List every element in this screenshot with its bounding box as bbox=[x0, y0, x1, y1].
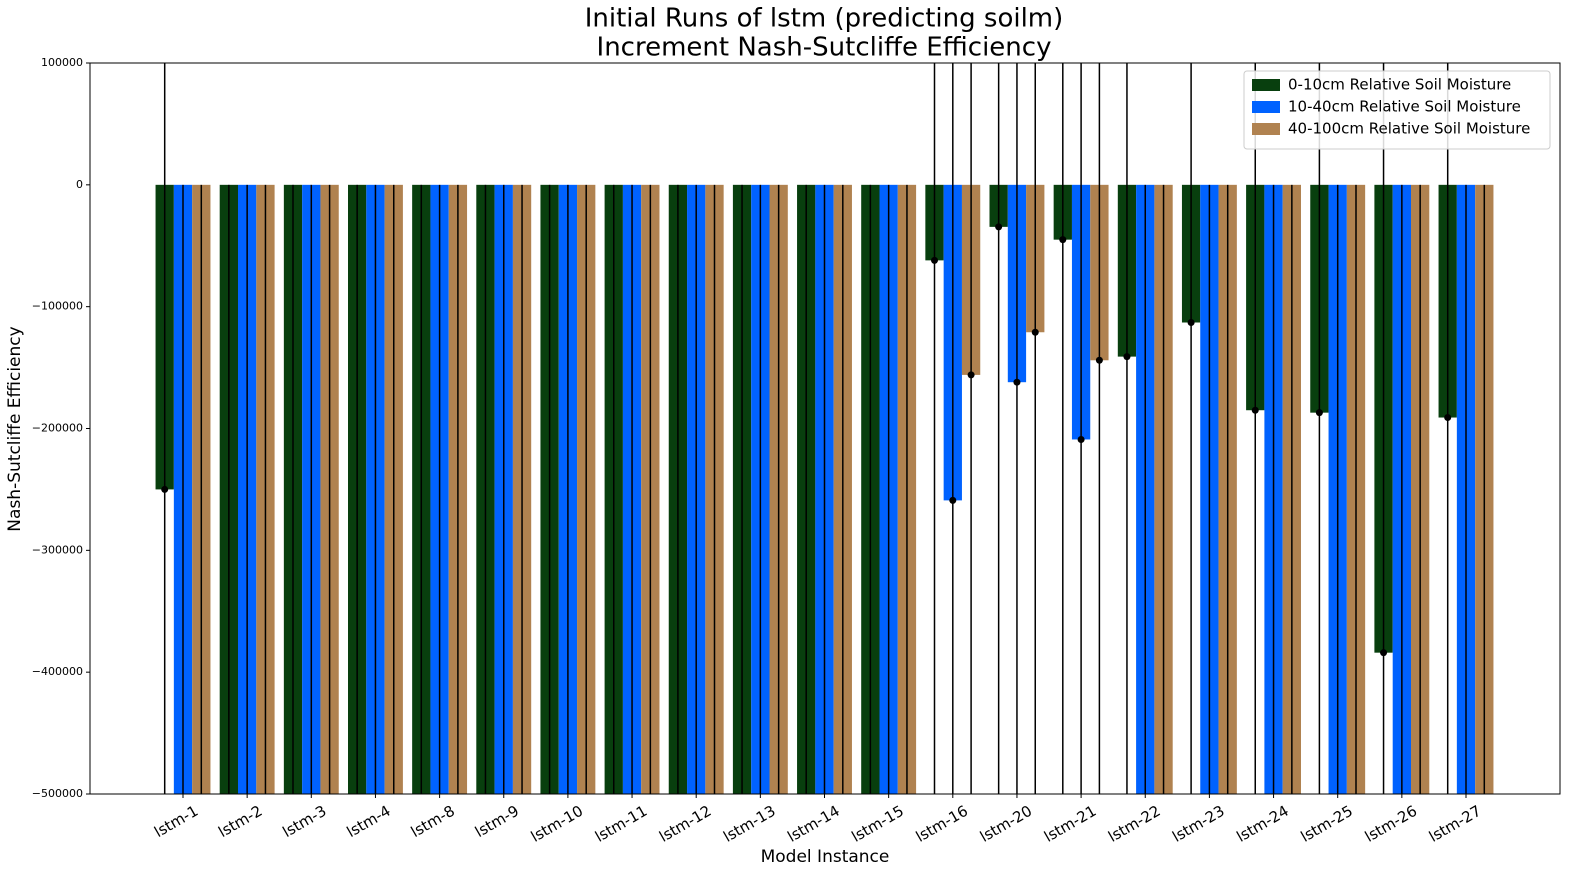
x-tick-label: lstm-14 bbox=[784, 802, 842, 846]
x-tick-label: lstm-4 bbox=[344, 802, 394, 841]
error-bar-point bbox=[949, 496, 957, 504]
error-bar-point bbox=[1095, 356, 1103, 364]
plot-area bbox=[155, 63, 1494, 794]
legend-swatch bbox=[1252, 123, 1280, 135]
y-axis-label: Nash-Sutcliffe Efficiency bbox=[5, 326, 25, 531]
x-tick-label: lstm-8 bbox=[408, 802, 458, 841]
chart-title: Initial Runs of lstm (predicting soilm) bbox=[585, 4, 1064, 34]
x-tick-label: lstm-12 bbox=[656, 802, 714, 846]
legend-swatch bbox=[1252, 79, 1280, 91]
x-tick-label: lstm-1 bbox=[151, 802, 201, 841]
x-tick-label: lstm-22 bbox=[1105, 802, 1163, 846]
chart-subtitle: Increment Nash-Sutcliffe Efficiency bbox=[597, 33, 1052, 63]
x-tick-label: lstm-25 bbox=[1298, 802, 1356, 846]
error-bar-point bbox=[1013, 378, 1021, 386]
x-axis-label: Model Instance bbox=[761, 847, 890, 867]
error-bar-point bbox=[161, 485, 169, 493]
error-bar-point bbox=[1315, 409, 1323, 417]
error-bar-point bbox=[995, 223, 1003, 231]
y-tick-label: 0 bbox=[76, 178, 83, 191]
legend-label: 40-100cm Relative Soil Moisture bbox=[1288, 120, 1530, 138]
error-bar-point bbox=[1187, 319, 1195, 327]
x-tick-label: lstm-2 bbox=[215, 802, 265, 841]
y-tick-label: −300000 bbox=[32, 543, 83, 556]
x-tick-label: lstm-16 bbox=[913, 802, 971, 846]
error-bar-point bbox=[1031, 328, 1039, 336]
error-bar-point bbox=[1251, 406, 1259, 414]
legend-label: 10-40cm Relative Soil Moisture bbox=[1288, 98, 1521, 116]
y-tick-label: −400000 bbox=[32, 665, 83, 678]
x-tick-label: lstm-11 bbox=[592, 802, 650, 846]
y-tick-label: −100000 bbox=[32, 300, 83, 313]
x-tick-label: lstm-26 bbox=[1362, 802, 1420, 846]
error-bar-point bbox=[1059, 236, 1067, 244]
error-bar-point bbox=[967, 371, 975, 379]
legend-box bbox=[1243, 70, 1551, 150]
x-tick-label: lstm-10 bbox=[528, 802, 586, 846]
x-tick-label: lstm-15 bbox=[849, 802, 907, 846]
y-tick-label: −500000 bbox=[32, 787, 83, 800]
error-bar-point bbox=[1077, 435, 1085, 443]
y-tick-label: −200000 bbox=[32, 422, 83, 435]
x-tick-label: lstm-3 bbox=[279, 802, 329, 841]
error-bar-point bbox=[1444, 414, 1452, 422]
legend-label: 0-10cm Relative Soil Moisture bbox=[1288, 76, 1511, 94]
x-tick-label: lstm-13 bbox=[720, 802, 778, 846]
legend-swatch bbox=[1252, 101, 1280, 113]
x-tick-label: lstm-24 bbox=[1233, 802, 1291, 846]
error-bar-point bbox=[1380, 649, 1388, 657]
y-tick-label: 100000 bbox=[41, 56, 83, 69]
x-tick-label: lstm-20 bbox=[977, 802, 1035, 846]
x-tick-label: lstm-27 bbox=[1426, 802, 1484, 846]
error-bar-point bbox=[931, 256, 938, 264]
x-tick-label: lstm-21 bbox=[1041, 802, 1099, 846]
error-bar-point bbox=[1123, 353, 1131, 361]
x-tick-label: lstm-23 bbox=[1169, 802, 1227, 846]
x-tick-label: lstm-9 bbox=[472, 802, 522, 841]
